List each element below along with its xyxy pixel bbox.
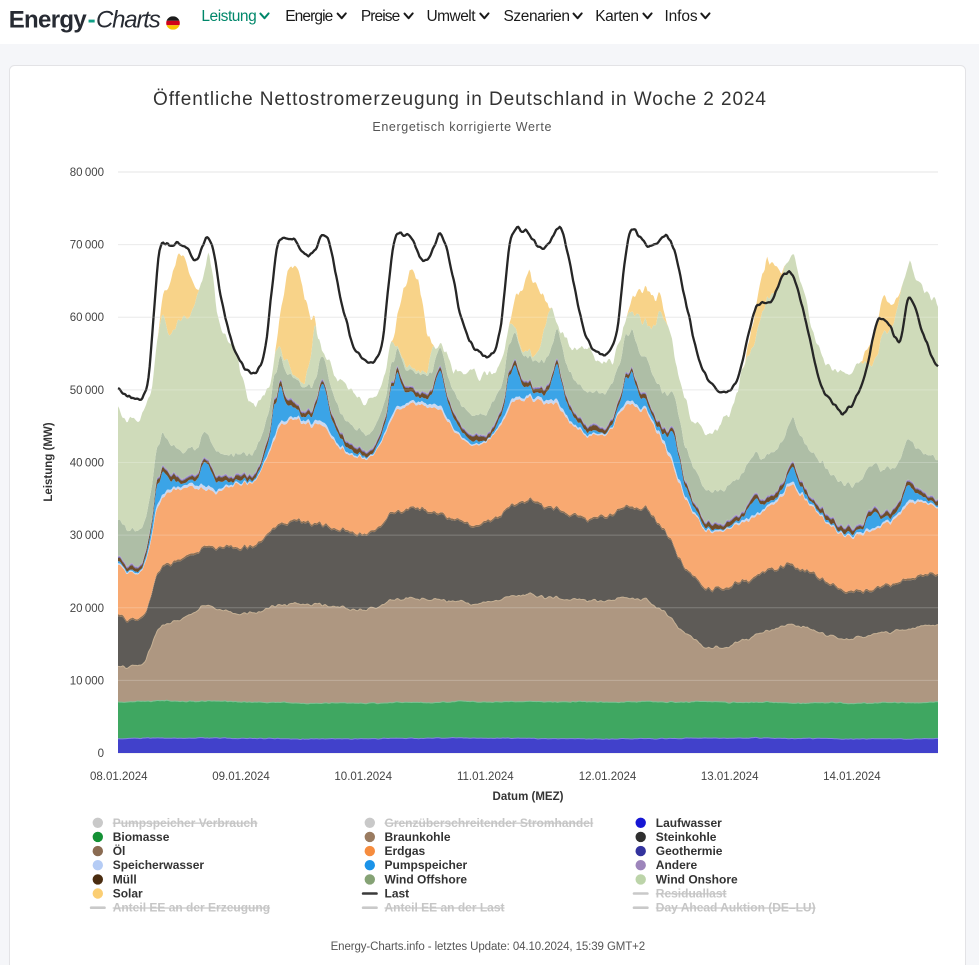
svg-text:14.01.2024: 14.01.2024	[823, 771, 881, 783]
svg-text:-: -	[88, 6, 96, 33]
svg-text:Wind Offshore: Wind Offshore	[385, 872, 468, 886]
svg-text:Solar: Solar	[113, 887, 143, 901]
svg-text:Umwelt: Umwelt	[427, 8, 477, 25]
svg-text:Grenzüberschreitender Stromhan: Grenzüberschreitender Stromhandel	[385, 816, 594, 830]
svg-text:Laufwasser: Laufwasser	[656, 816, 722, 830]
svg-text:Erdgas: Erdgas	[385, 844, 426, 858]
svg-text:Pumpspeicher: Pumpspeicher	[385, 858, 468, 872]
svg-text:80 000: 80 000	[70, 167, 104, 179]
svg-text:Wind Onshore: Wind Onshore	[656, 872, 738, 886]
svg-text:Geothermie: Geothermie	[656, 844, 723, 858]
svg-text:30 000: 30 000	[70, 530, 104, 542]
svg-text:50 000: 50 000	[70, 385, 104, 397]
svg-text:Energy: Energy	[9, 6, 88, 33]
svg-text:Müll: Müll	[113, 872, 137, 886]
svg-text:09.01.2024: 09.01.2024	[212, 771, 270, 783]
svg-text:Energie: Energie	[285, 8, 333, 25]
svg-text:Steinkohle: Steinkohle	[656, 830, 717, 844]
svg-text:Anteil EE an der Last: Anteil EE an der Last	[385, 901, 505, 915]
svg-text:Infos: Infos	[665, 8, 698, 25]
svg-text:Braunkohle: Braunkohle	[385, 830, 451, 844]
svg-text:Energy-Charts.info - letztes U: Energy-Charts.info - letztes Update: 04.…	[331, 941, 646, 953]
svg-text:Datum (MEZ): Datum (MEZ)	[493, 791, 564, 803]
svg-text:11.01.2024: 11.01.2024	[457, 771, 514, 783]
svg-text:20 000: 20 000	[70, 603, 104, 615]
svg-text:60 000: 60 000	[70, 312, 104, 324]
svg-text:Anteil EE an der Erzeugung: Anteil EE an der Erzeugung	[113, 901, 270, 915]
svg-text:Residuallast: Residuallast	[656, 887, 727, 901]
svg-text:70 000: 70 000	[70, 240, 104, 252]
svg-text:Biomasse: Biomasse	[113, 830, 170, 844]
svg-text:Öffentliche Nettostromerzeugun: Öffentliche Nettostromerzeugung in Deuts…	[153, 89, 766, 110]
svg-text:10.01.2024: 10.01.2024	[334, 771, 392, 783]
svg-text:10 000: 10 000	[70, 675, 104, 687]
svg-text:40 000: 40 000	[70, 458, 104, 470]
svg-text:Charts: Charts	[96, 6, 161, 33]
svg-text:Pumpspeicher Verbrauch: Pumpspeicher Verbrauch	[113, 816, 258, 830]
svg-text:13.01.2024: 13.01.2024	[701, 771, 759, 783]
svg-text:08.01.2024: 08.01.2024	[90, 771, 148, 783]
svg-text:0: 0	[98, 748, 104, 760]
svg-text:Day Ahead Auktion (DE–LU): Day Ahead Auktion (DE–LU)	[656, 901, 816, 915]
svg-text:Leistung: Leistung	[201, 8, 256, 25]
svg-text:Speicherwasser: Speicherwasser	[113, 858, 205, 872]
svg-text:Karten: Karten	[595, 8, 639, 25]
svg-text:Öl: Öl	[113, 843, 126, 858]
svg-text:Energetisch korrigierte Werte: Energetisch korrigierte Werte	[372, 120, 551, 134]
svg-text:Szenarien: Szenarien	[504, 8, 571, 25]
svg-text:Last: Last	[385, 887, 410, 901]
svg-text:Andere: Andere	[656, 858, 698, 872]
svg-text:Leistung (MW): Leistung (MW)	[43, 422, 55, 501]
svg-text:Preise: Preise	[361, 8, 400, 25]
svg-text:12.01.2024: 12.01.2024	[579, 771, 637, 783]
